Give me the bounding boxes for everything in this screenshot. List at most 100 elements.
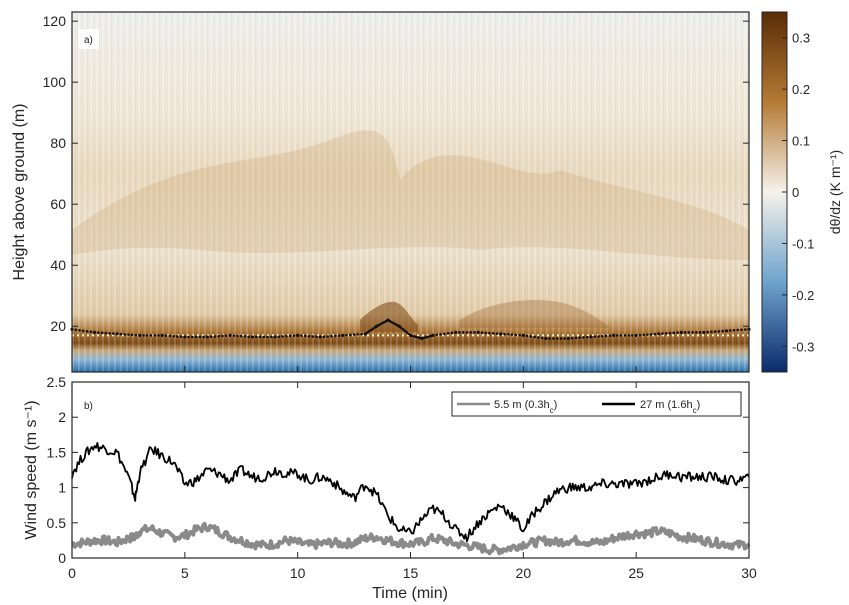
track-point [104,331,108,335]
track-point [488,331,491,335]
panel-b-label: b) [84,401,93,412]
track-point [736,328,740,332]
track-point [743,328,747,331]
track-point [405,331,409,334]
track-point [521,333,525,337]
colorbar-tick-label: 0.1 [792,134,810,149]
panel-b-y-tick-label: 2.5 [47,374,67,390]
panel-b-x-ticks: 0 5 10 15 20 25 30 [68,382,757,581]
panel-b-x-tick-label: 20 [516,565,532,581]
track-point [687,331,691,334]
colorbar-tick-label: 0.3 [792,31,810,46]
track-point [183,335,187,339]
track-point [480,331,484,334]
track-point [638,333,642,337]
track-point [619,334,623,337]
track-point [300,334,303,337]
track-point [476,330,480,334]
stable-bump-2 [460,300,610,328]
track-point [243,335,247,338]
track-point [612,333,616,337]
track-point [653,332,657,336]
track-point [401,327,405,331]
plume-band [72,130,749,260]
track-point [112,332,115,335]
track-point [597,335,600,338]
track-point [728,329,732,332]
track-point [349,333,352,337]
track-point [506,333,510,336]
track-point [657,332,661,336]
panel-b-x-tick-label: 25 [628,565,644,581]
track-point [634,333,638,337]
track-point [646,333,649,336]
colorbar-tick-label: -0.1 [792,236,814,251]
track-point [661,332,664,335]
track-point [164,334,168,337]
track-point [330,334,333,338]
track-point [254,335,258,339]
track-point [277,335,281,338]
track-point [322,335,326,338]
colorbar-tick-label: 0 [792,185,799,200]
panel-b-x-tick-label: 5 [181,565,189,581]
track-point [540,336,544,340]
track-point [367,330,371,333]
track-point [108,332,111,335]
legend-box [451,391,742,417]
track-point [326,335,330,338]
track-point [740,328,743,332]
track-point [85,330,89,333]
track-point [198,335,202,339]
track-point [706,330,709,334]
legend-label-high: 27 m (1.6hc) [640,399,700,415]
track-point [732,329,736,332]
colorbar-ticks: 0.3 0.2 0.1 0 -0.1 -0.2 -0.3 [782,31,814,354]
track-point [258,335,262,339]
track-point [450,331,454,335]
track-point [589,335,593,339]
track-point [356,333,360,336]
track-point [702,330,706,334]
track-point [176,335,179,338]
track-point [168,334,172,338]
track-point [537,336,540,339]
legend: 5.5 m (0.3hc) 27 m (1.6hc) [451,391,742,417]
panel-b-x-tick-label: 10 [290,565,306,581]
track-point [119,332,123,336]
track-point [713,330,717,333]
track-point [559,337,563,340]
track-point [78,329,81,332]
track-point [236,334,239,338]
track-point [510,333,514,336]
track-point [533,335,536,339]
track-point [384,319,388,323]
track-point [100,331,104,335]
track-point [213,335,217,338]
track-point [514,333,518,337]
track-point [345,333,348,337]
track-point [341,333,345,337]
track-point [418,336,422,340]
panel-a-y-tick-label: 100 [43,74,67,90]
track-point [403,329,407,333]
colorbar-tick-label: -0.2 [792,288,814,303]
panel-b-ylabel: Wind speed (m s⁻¹) [23,400,40,539]
track-point [333,334,337,338]
panel-b-xlabel: Time (min) [372,585,448,602]
track-point [698,331,702,334]
track-point [250,335,255,339]
track-point [679,330,683,334]
track-point [574,336,578,340]
track-point [360,332,363,336]
track-point [525,334,529,338]
panel-a-y-tick-label: 40 [50,257,66,273]
track-point [142,334,145,337]
panel-a-y-tick-label: 120 [43,13,67,29]
panel-a: a) 20 40 60 80 100 120 Height above ground (m… [11,11,751,373]
track-point [303,334,307,338]
track-point [585,335,589,339]
track-point [270,335,273,339]
track-point [247,335,251,338]
track-point [544,336,548,341]
